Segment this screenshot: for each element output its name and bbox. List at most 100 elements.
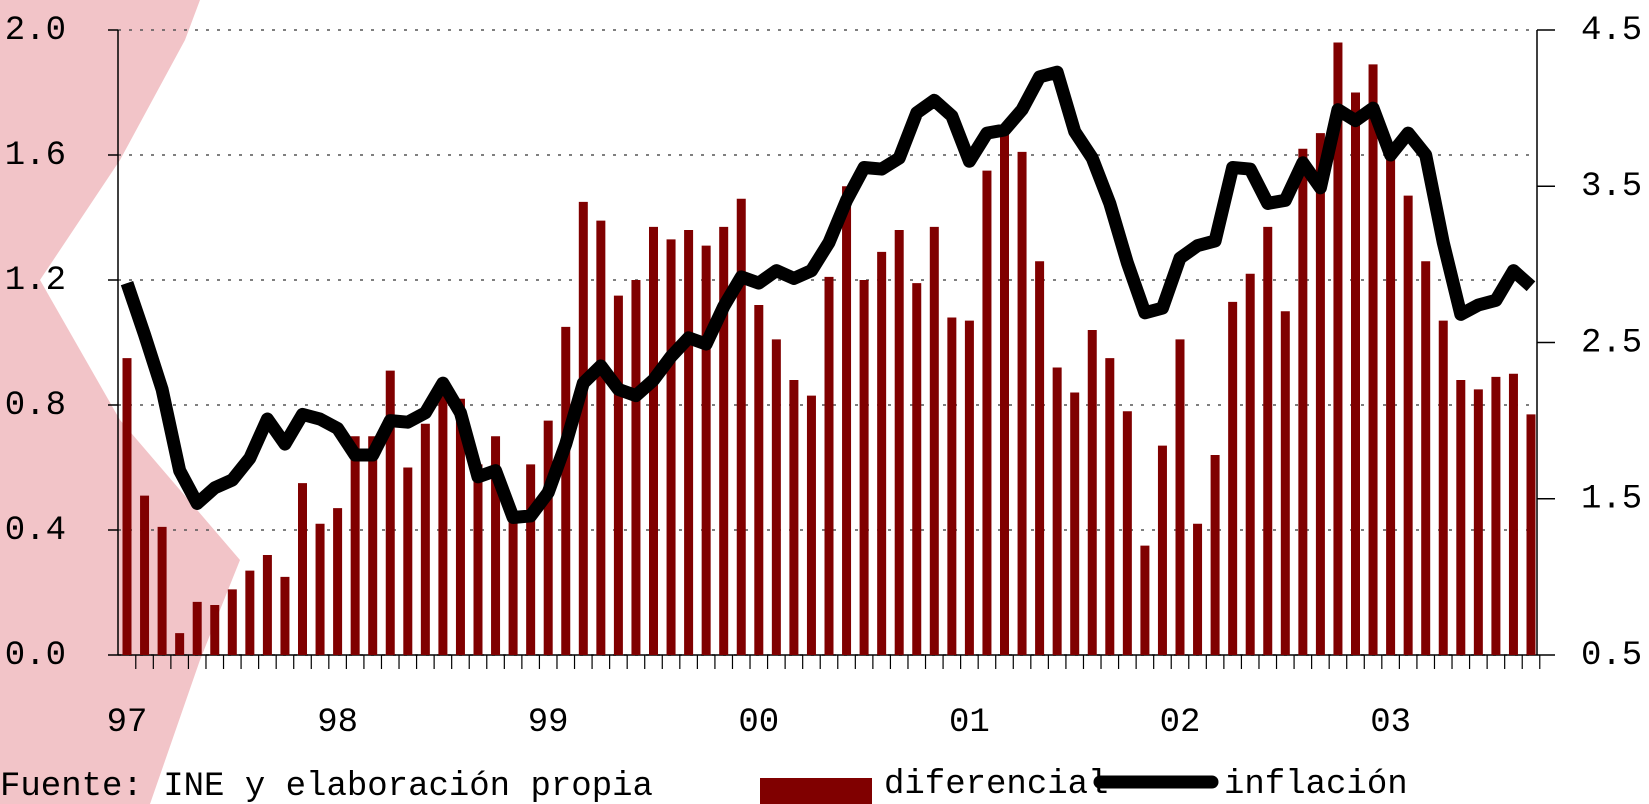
y-tick-label: 0.0 <box>5 637 66 675</box>
bar <box>1438 320 1448 655</box>
bar <box>280 576 290 655</box>
bar <box>912 283 922 655</box>
y2-tick-label: 3.5 <box>1581 168 1642 206</box>
bar <box>719 226 729 655</box>
bar <box>508 517 518 655</box>
x-tick-label: 99 <box>528 704 569 742</box>
bar <box>824 276 834 655</box>
legend-swatch <box>760 778 872 804</box>
bar <box>561 326 571 655</box>
bar <box>1228 301 1238 655</box>
bar <box>596 220 606 655</box>
bar <box>526 464 536 655</box>
bar <box>1315 133 1325 655</box>
x-tick-label: 03 <box>1370 704 1411 742</box>
bar <box>842 186 852 655</box>
bar <box>929 226 939 655</box>
bar <box>1508 373 1518 655</box>
y2-tick-label: 4.5 <box>1581 12 1642 50</box>
bar <box>1122 411 1132 655</box>
line <box>120 65 1536 524</box>
bar <box>210 605 220 655</box>
bar <box>122 358 132 655</box>
bar <box>1157 445 1167 655</box>
bar <box>877 251 887 655</box>
bar <box>947 317 957 655</box>
bar <box>1333 42 1343 655</box>
x-tick-label: 98 <box>317 704 358 742</box>
bar <box>578 201 588 655</box>
bar <box>1105 358 1115 655</box>
x-tick-label: 00 <box>738 704 779 742</box>
y2-tick-label: 2.5 <box>1581 324 1642 362</box>
bar <box>420 423 430 655</box>
bar <box>666 239 676 655</box>
bar <box>1193 523 1203 655</box>
bar <box>403 467 413 655</box>
bar <box>701 245 711 655</box>
bar <box>1280 311 1290 655</box>
y-tick-label: 1.6 <box>5 137 66 175</box>
bar <box>789 380 799 655</box>
source-note: Fuente: INE y elaboración propia <box>0 768 653 804</box>
bar <box>982 170 992 655</box>
bar <box>1000 133 1009 655</box>
bar <box>491 436 501 655</box>
bar <box>1210 455 1220 655</box>
bar <box>333 508 343 655</box>
bar <box>245 570 255 655</box>
bar <box>649 226 658 655</box>
bar <box>385 370 395 655</box>
bar <box>771 339 781 655</box>
bar <box>1263 226 1273 655</box>
bar <box>1175 339 1185 655</box>
bar <box>368 436 378 655</box>
legend-label: diferencial <box>884 766 1108 804</box>
bar <box>1491 376 1501 655</box>
bar <box>806 395 816 655</box>
x-tick-label: 97 <box>107 704 148 742</box>
bar <box>543 420 553 655</box>
y-tick-label: 0.8 <box>5 387 66 425</box>
y-tick-label: 0.4 <box>5 512 66 550</box>
bar <box>227 589 237 655</box>
x-tick-label: 01 <box>949 704 990 742</box>
x-tick-label: 02 <box>1160 704 1201 742</box>
bar <box>1017 151 1027 655</box>
bar <box>1526 414 1536 655</box>
bar <box>1386 148 1396 655</box>
y-tick-label: 1.2 <box>5 262 66 300</box>
bar <box>1245 273 1255 655</box>
bar <box>613 295 623 655</box>
bar <box>859 280 869 655</box>
bar <box>1298 148 1308 655</box>
bar <box>315 523 325 655</box>
y-tick-label: 2.0 <box>5 12 66 50</box>
bar <box>140 495 150 655</box>
bar <box>631 280 641 655</box>
bar <box>1421 261 1431 655</box>
bar <box>298 483 307 655</box>
bar <box>175 633 185 655</box>
y2-tick-label: 0.5 <box>1581 637 1642 675</box>
bar <box>1140 545 1150 655</box>
bar <box>736 198 746 655</box>
legend-label: inflación <box>1224 766 1408 804</box>
bar <box>157 526 167 655</box>
bar <box>1087 330 1097 655</box>
bar <box>1473 389 1483 655</box>
bar <box>1070 392 1080 655</box>
bar <box>754 305 764 655</box>
y2-tick-label: 1.5 <box>1581 481 1642 519</box>
bar <box>1368 64 1378 655</box>
bar <box>438 392 448 655</box>
bar <box>455 398 465 655</box>
bar <box>964 320 974 655</box>
bar <box>262 555 272 655</box>
bar <box>1403 195 1413 655</box>
bar <box>684 230 694 655</box>
bar <box>1351 92 1360 655</box>
bar <box>1035 261 1045 655</box>
bar <box>1052 367 1062 655</box>
